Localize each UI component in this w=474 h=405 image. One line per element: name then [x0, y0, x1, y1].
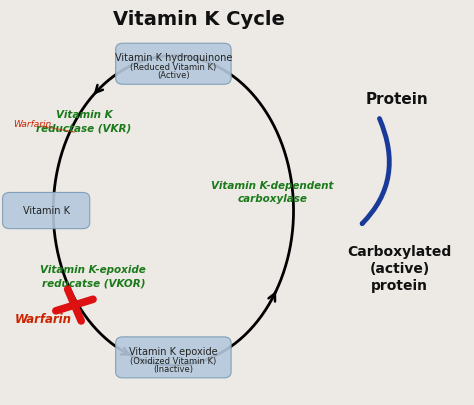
FancyBboxPatch shape: [116, 43, 231, 84]
Text: Vitamin K
reductase (VKR): Vitamin K reductase (VKR): [36, 111, 131, 134]
FancyArrowPatch shape: [362, 119, 389, 224]
Text: Carboxylated
(active)
protein: Carboxylated (active) protein: [347, 245, 452, 293]
Text: (Oxidized Vitamin K): (Oxidized Vitamin K): [130, 357, 217, 366]
Text: Vitamin K-dependent
carboxylase: Vitamin K-dependent carboxylase: [211, 181, 334, 204]
Text: Warfarin: Warfarin: [13, 119, 51, 128]
Text: (Active): (Active): [157, 71, 190, 80]
Text: (Reduced Vitamin K): (Reduced Vitamin K): [130, 63, 217, 72]
FancyBboxPatch shape: [2, 192, 90, 229]
Text: Vitamin K epoxide: Vitamin K epoxide: [129, 347, 218, 357]
Text: Vitamin K-epoxide
reducatse (VKOR): Vitamin K-epoxide reducatse (VKOR): [40, 265, 146, 288]
Text: Vitamin K Cycle: Vitamin K Cycle: [113, 10, 285, 29]
Text: Vitamin K hydroquinone: Vitamin K hydroquinone: [115, 53, 232, 63]
Text: Vitamin K: Vitamin K: [23, 206, 70, 215]
Text: (Inactive): (Inactive): [154, 365, 193, 374]
FancyBboxPatch shape: [116, 337, 231, 378]
Text: Warfarin: Warfarin: [15, 313, 72, 326]
Text: Protein: Protein: [366, 92, 428, 107]
